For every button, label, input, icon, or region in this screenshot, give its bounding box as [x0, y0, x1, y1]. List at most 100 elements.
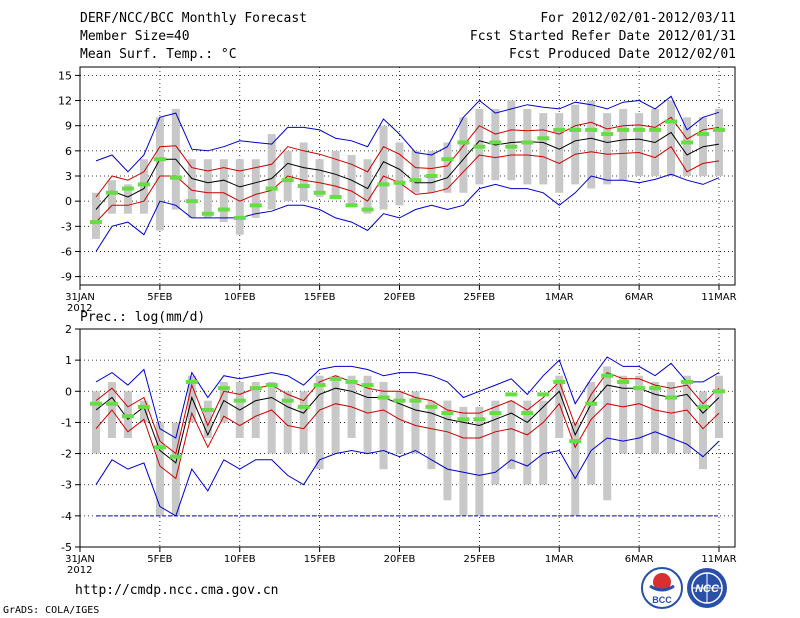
temp-series--1-sd	[95, 145, 720, 223]
temp-y-tick-label: 15	[58, 69, 72, 82]
prec-spread-box	[539, 400, 548, 485]
temp-x-tick-label: 10FEB	[224, 292, 256, 303]
temp-observed-marker	[569, 127, 582, 132]
prec-y-tick-label: -2	[61, 448, 72, 461]
prec-spread-box	[523, 400, 532, 485]
url-link[interactable]: http://cmdp.ncc.cma.gov.cn	[75, 583, 279, 598]
prec-observed-marker	[105, 401, 118, 406]
prec-y-tick-label: -1	[61, 416, 72, 429]
prec-observed-marker	[249, 386, 262, 391]
prec-spread-box	[635, 375, 644, 454]
temp-observed-marker	[473, 144, 486, 149]
prec-x-tick-label: 15FEB	[304, 554, 336, 565]
prec-spread-box	[683, 375, 692, 454]
temp-observed-marker	[105, 190, 118, 195]
temp-spread-box	[555, 113, 564, 193]
temp-y-tick-label: 9	[65, 120, 72, 133]
prec-series-mean	[95, 384, 720, 464]
temp-observed-marker	[553, 127, 566, 132]
precip-title: Prec.: log(mm/d)	[80, 310, 206, 325]
prec-x-tick-label: 6MAR	[625, 554, 654, 565]
temp-spread-box	[219, 159, 228, 223]
temp-spread-box	[107, 180, 116, 214]
prec-observed-marker	[393, 398, 406, 403]
temp-observed-marker	[665, 119, 678, 124]
prec-observed-marker	[313, 383, 326, 388]
variable-label: Mean Surf. Temp.: °C	[80, 47, 237, 62]
temp-x-tick-label: 20FEB	[384, 292, 416, 303]
temp-spread-box	[683, 117, 692, 176]
prec-observed-marker	[633, 386, 646, 391]
prec-spread-box	[571, 422, 580, 516]
prec-spread-box	[587, 381, 596, 485]
temp-spread-box	[443, 142, 452, 193]
prec-spread-box	[91, 391, 100, 454]
prec-y-tick-label: 1	[65, 354, 72, 367]
temp-y-tick-label: 0	[65, 195, 72, 208]
temp-observed-marker	[681, 140, 694, 145]
prec-spread-box	[491, 400, 500, 485]
temp-y-tick-label: 3	[65, 170, 72, 183]
prec-observed-marker	[441, 411, 454, 416]
temp-observed-marker	[233, 215, 246, 220]
temp-observed-marker	[617, 127, 630, 132]
prec-x-tick-label: 11MAR	[701, 554, 736, 565]
prec-spread-box	[715, 375, 723, 438]
prec-observed-marker	[217, 386, 230, 391]
produced-date: Fcst Produced Date 2012/02/01	[509, 47, 736, 62]
prec-spread-box	[203, 400, 212, 438]
prec-observed-marker	[297, 404, 310, 409]
temp-spread-box	[315, 159, 324, 197]
temp-spread-box	[635, 113, 644, 176]
temp-y-tick-label: -9	[61, 271, 72, 284]
temp-x-tick-label: 11MAR	[701, 292, 736, 303]
prec-spread-box	[315, 375, 324, 470]
temp-spread-box	[139, 159, 148, 214]
prec-spread-box	[507, 400, 516, 470]
prec-observed-marker	[89, 401, 102, 406]
temp-x-tick-label: 6MAR	[625, 292, 654, 303]
prec-observed-marker	[681, 379, 694, 384]
temp-observed-marker	[297, 184, 310, 189]
temp-observed-marker	[217, 207, 230, 212]
prec-observed-marker	[617, 379, 630, 384]
prec-spread-box	[331, 375, 340, 454]
temp-spread-box	[715, 108, 723, 176]
temp-observed-marker	[393, 180, 406, 185]
prec-observed-marker	[329, 376, 342, 381]
prec-observed-marker	[425, 404, 438, 409]
forecast-period: For 2012/02/01-2012/03/11	[540, 11, 736, 26]
prec-observed-marker	[505, 392, 518, 397]
temp-x-tick-label: 15FEB	[304, 292, 336, 303]
prec-observed-marker	[137, 404, 150, 409]
temp-observed-marker	[457, 140, 470, 145]
prec-y-tick-label: -5	[61, 541, 72, 554]
prec-x-tick-label: 10FEB	[224, 554, 256, 565]
prec-x-tick-label: 25FEB	[464, 554, 496, 565]
prec-observed-marker	[537, 392, 550, 397]
temp-x-tick-label: 31JAN	[65, 292, 95, 303]
prec-y-tick-label: 0	[65, 385, 72, 398]
temp-observed-marker	[345, 203, 358, 208]
prec-observed-marker	[601, 373, 614, 378]
temp-y-tick-label: -6	[61, 245, 72, 258]
prec-observed-marker	[121, 414, 134, 419]
prec-observed-marker	[361, 383, 374, 388]
temp-y-tick-label: 6	[65, 145, 72, 158]
temp-observed-marker	[249, 203, 262, 208]
temp-spread-box	[571, 104, 580, 185]
prec-observed-marker	[185, 379, 198, 384]
temp-observed-marker	[521, 140, 534, 145]
temp-spread-box	[91, 192, 100, 239]
prec-observed-marker	[265, 383, 278, 388]
temp-observed-marker	[137, 182, 150, 187]
prec-spread-box	[219, 381, 228, 423]
temp-observed-marker	[185, 199, 198, 204]
temp-spread-box	[523, 108, 532, 185]
temp-spread-box	[395, 142, 404, 206]
prec-spread-box	[395, 391, 404, 454]
temp-series-mean	[95, 131, 720, 210]
temp-observed-marker	[409, 178, 422, 183]
prec-observed-marker	[649, 386, 662, 391]
